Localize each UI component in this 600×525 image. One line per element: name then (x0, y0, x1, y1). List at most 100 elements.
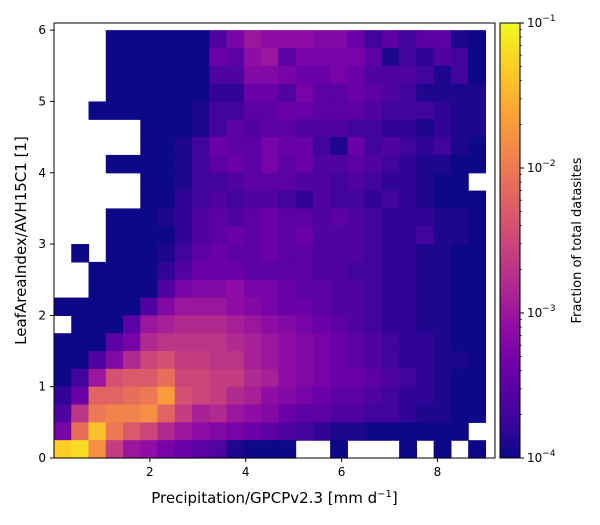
heatmap-cell (330, 244, 348, 263)
heatmap-cell (123, 279, 141, 299)
heatmap-cell (192, 386, 210, 406)
heatmap-cell (312, 244, 331, 263)
heatmap-cell (243, 154, 262, 174)
heatmap-cell (123, 226, 141, 245)
heatmap-cell (381, 386, 400, 406)
heatmap-cell (226, 190, 245, 210)
heatmap-cell (450, 83, 469, 103)
heatmap-cell (433, 440, 452, 459)
heatmap-cell (399, 244, 417, 263)
heatmap-cell (364, 47, 383, 67)
heatmap-cell (364, 279, 383, 299)
heatmap-cell (261, 333, 279, 352)
heatmap-cell (433, 30, 452, 49)
heatmap-cell (416, 261, 435, 281)
heatmap-cell (157, 30, 176, 49)
heatmap-cell (192, 119, 210, 138)
heatmap-cell (295, 83, 314, 103)
heatmap-cell (347, 333, 366, 352)
heatmap-cell (226, 351, 245, 370)
heatmap-cell (312, 137, 331, 156)
heatmap-cell (433, 226, 452, 245)
y-axis-ticks: 0 1 2 3 4 5 6 (38, 23, 54, 465)
heatmap-cell (174, 137, 193, 156)
heatmap-cell (278, 386, 297, 406)
heatmap-cell (468, 261, 487, 281)
heatmap-cell (347, 101, 366, 120)
heatmap-cell (123, 154, 141, 174)
heatmap-cell (105, 261, 124, 281)
heatmap-cell (140, 101, 159, 120)
heatmap-cell (330, 190, 348, 210)
heatmap-cell (347, 351, 366, 370)
heatmap-cell (157, 190, 176, 210)
heatmap-cell (416, 190, 435, 210)
heatmap-cell (261, 279, 279, 299)
heatmap-cell (140, 279, 159, 299)
heatmap-cell (295, 279, 314, 299)
heatmap-cell (399, 172, 417, 192)
heatmap-cell (226, 333, 245, 352)
heatmap-cell (468, 368, 487, 388)
heatmap-cell (88, 386, 107, 406)
heatmap-cell (261, 65, 279, 85)
heatmap-cell (209, 297, 228, 316)
heatmap-cell (381, 351, 400, 370)
heatmap-cell (295, 172, 314, 192)
heatmap-cell (209, 83, 228, 103)
heatmap-cell (364, 83, 383, 103)
heatmap-cell (192, 30, 210, 49)
heatmap-cell (468, 119, 487, 138)
heatmap-cell (450, 386, 469, 406)
heatmap-cell (226, 47, 245, 67)
heatmap-cell (399, 422, 417, 441)
heatmap-cell (192, 368, 210, 388)
heatmap-cell (54, 422, 72, 441)
heatmap-cell (278, 422, 297, 441)
heatmap-cell (295, 315, 314, 334)
heatmap-cell (54, 404, 72, 423)
heatmap-cell (192, 297, 210, 316)
heatmap-cell (347, 172, 366, 192)
heatmap-cell (261, 154, 279, 174)
heatmap-cell (433, 208, 452, 227)
heatmap-cell (209, 226, 228, 245)
heatmap-cell (157, 279, 176, 299)
heatmap-cell (381, 172, 400, 192)
heatmap-cell (381, 137, 400, 156)
heatmap-cell (261, 119, 279, 138)
heatmap-cell (105, 279, 124, 299)
heatmap-cell (261, 297, 279, 316)
heatmap-cell (174, 208, 193, 227)
heatmap-cell (278, 47, 297, 67)
heatmap-cell (192, 244, 210, 263)
heatmap-cell (174, 333, 193, 352)
heatmap-cell (347, 422, 366, 441)
heatmap-cell (381, 226, 400, 245)
heatmap-cell (278, 440, 297, 459)
heatmap-cell (174, 30, 193, 49)
heatmap-cell (226, 404, 245, 423)
heatmap-cell (468, 83, 487, 103)
heatmap-cell (347, 315, 366, 334)
heatmap-cell (226, 279, 245, 299)
heatmap-cell (243, 368, 262, 388)
heatmap-cell (243, 208, 262, 227)
heatmap-cell (71, 351, 90, 370)
heatmap-cell (226, 172, 245, 192)
heatmap-cell (157, 351, 176, 370)
heatmap-cell (140, 30, 159, 49)
heatmap-cell (399, 208, 417, 227)
heatmap-cell (209, 47, 228, 67)
heatmap-cells (54, 30, 487, 459)
heatmap-cell (209, 422, 228, 441)
heatmap-cell (364, 208, 383, 227)
heatmap-cell (243, 440, 262, 459)
heatmap-cell (243, 172, 262, 192)
heatmap-cell (140, 351, 159, 370)
heatmap-cell (381, 83, 400, 103)
heatmap-cell (261, 208, 279, 227)
heatmap-cell (209, 154, 228, 174)
heatmap-cell (416, 30, 435, 49)
heatmap-cell (261, 30, 279, 49)
